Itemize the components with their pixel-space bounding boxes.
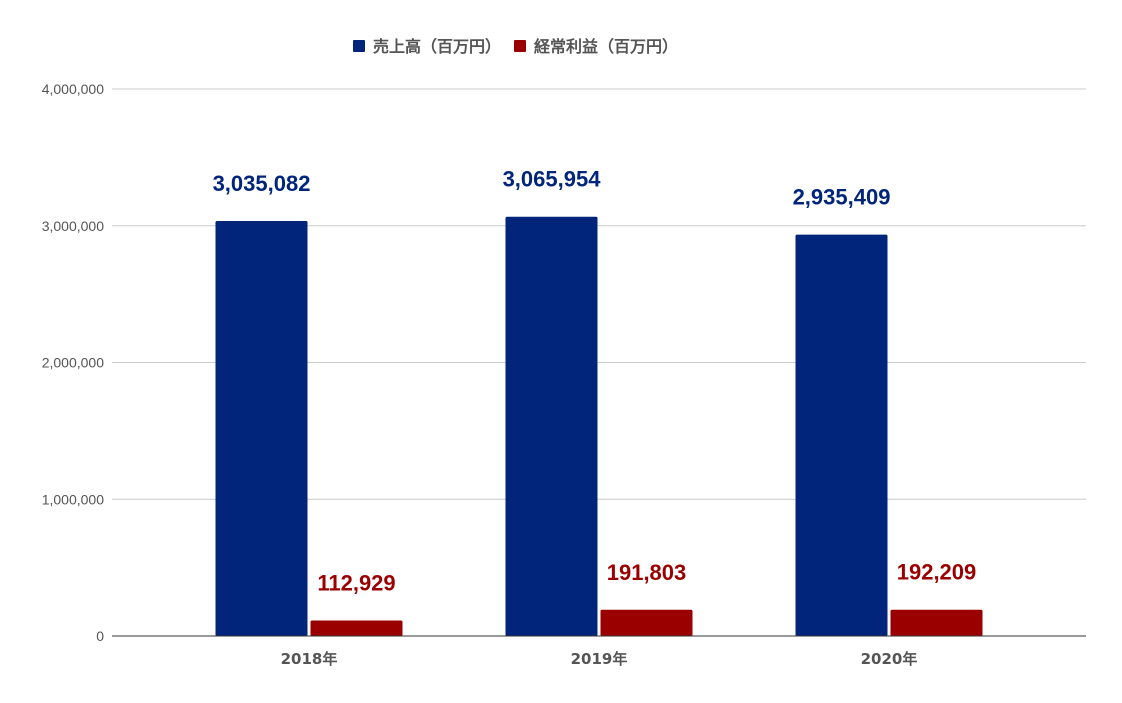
legend-swatch: [353, 40, 365, 52]
y-tick-label: 1,000,000: [42, 491, 104, 507]
legend-item: 売上高（百万円）: [353, 37, 501, 56]
bar-profit: [890, 609, 983, 636]
data-label: 112,929: [317, 571, 395, 596]
y-tick-label: 0: [96, 628, 104, 644]
legend: 売上高（百万円） 経常利益（百万円）: [353, 37, 678, 56]
bar-sales: [215, 220, 308, 637]
legend-swatch: [514, 40, 526, 52]
bar-profit: [310, 620, 403, 636]
y-tick-label: 3,000,000: [42, 218, 104, 234]
data-labels: 3,035,082 3,065,954 2,935,409 112,929 191,80…: [213, 167, 977, 596]
y-axis-tick-labels: 0 1,000,000 2,000,000 3,000,000 4,000,000: [42, 81, 105, 644]
x-axis-category-labels: 2018年 2019年 2020年: [281, 650, 918, 668]
y-tick-label: 4,000,000: [42, 81, 104, 97]
data-label: 3,035,082: [213, 171, 311, 196]
data-label: 191,803: [607, 560, 687, 585]
x-category-label: 2019年: [571, 650, 628, 668]
legend-item: 経常利益（百万円）: [514, 37, 678, 56]
bar-profit: [600, 609, 693, 636]
bars: [215, 216, 983, 637]
bar-sales: [795, 234, 888, 636]
x-category-label: 2018年: [281, 650, 338, 668]
data-label: 192,209: [897, 560, 977, 585]
legend-label: 売上高（百万円）: [373, 37, 501, 56]
x-category-label: 2020年: [861, 650, 918, 668]
data-label: 3,065,954: [503, 167, 602, 192]
data-label: 2,935,409: [793, 185, 891, 210]
bar-sales: [505, 216, 598, 637]
legend-label: 経常利益（百万円）: [534, 37, 678, 56]
y-tick-label: 2,000,000: [42, 355, 104, 371]
